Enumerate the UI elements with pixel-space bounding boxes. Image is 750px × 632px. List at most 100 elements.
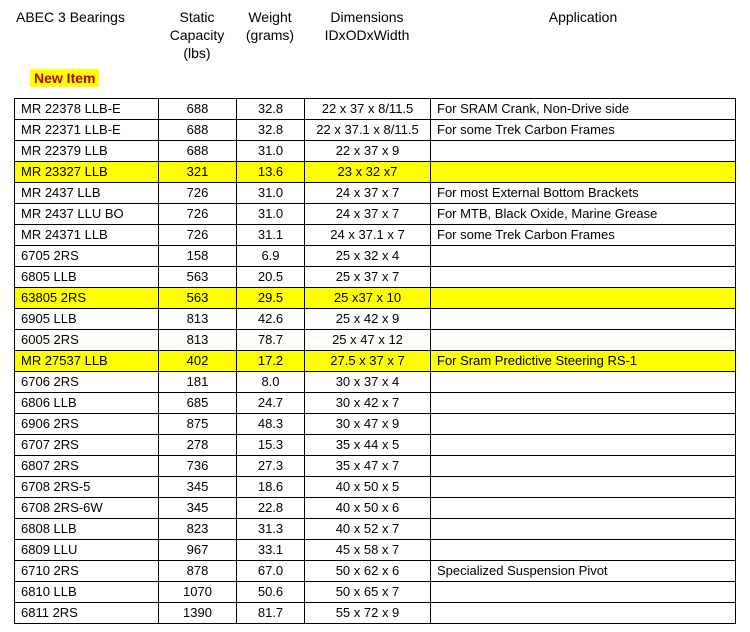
cell-name: MR 24371 LLB xyxy=(15,224,159,245)
cell-capacity: 688 xyxy=(159,98,237,119)
table-row: MR 23327 LLB32113.623 x 32 x7 xyxy=(15,161,736,182)
cell-weight: 42.6 xyxy=(237,308,305,329)
header-weight: Weight (grams) xyxy=(236,8,304,63)
header-capacity: Static Capacity (lbs) xyxy=(158,8,236,63)
cell-weight: 22.8 xyxy=(237,497,305,518)
cell-weight: 81.7 xyxy=(237,602,305,623)
cell-application: For some Trek Carbon Frames xyxy=(431,119,736,140)
cell-dimensions: 40 x 50 x 6 xyxy=(305,497,431,518)
table-row: MR 24371 LLB72631.124 x 37.1 x 7For some… xyxy=(15,224,736,245)
cell-name: MR 2437 LLU BO xyxy=(15,203,159,224)
cell-name: 63805 2RS xyxy=(15,287,159,308)
cell-name: 6710 2RS xyxy=(15,560,159,581)
cell-capacity: 1070 xyxy=(159,581,237,602)
cell-dimensions: 55 x 72 x 9 xyxy=(305,602,431,623)
table-row: 6707 2RS27815.335 x 44 x 5 xyxy=(15,434,736,455)
cell-capacity: 688 xyxy=(159,119,237,140)
cell-capacity: 726 xyxy=(159,203,237,224)
cell-application xyxy=(431,539,736,560)
cell-application xyxy=(431,308,736,329)
cell-capacity: 823 xyxy=(159,518,237,539)
table-row: 6806 LLB68524.730 x 42 x 7 xyxy=(15,392,736,413)
cell-name: MR 22378 LLB-E xyxy=(15,98,159,119)
cell-application: For SRAM Crank, Non-Drive side xyxy=(431,98,736,119)
new-item-badge-wrap: New Item xyxy=(30,69,736,88)
table-row: 6710 2RS87867.050 x 62 x 6Specialized Su… xyxy=(15,560,736,581)
cell-dimensions: 40 x 52 x 7 xyxy=(305,518,431,539)
cell-weight: 18.6 xyxy=(237,476,305,497)
cell-dimensions: 24 x 37 x 7 xyxy=(305,203,431,224)
cell-application xyxy=(431,329,736,350)
cell-dimensions: 50 x 62 x 6 xyxy=(305,560,431,581)
cell-dimensions: 40 x 50 x 5 xyxy=(305,476,431,497)
cell-capacity: 181 xyxy=(159,371,237,392)
cell-capacity: 563 xyxy=(159,287,237,308)
cell-weight: 27.3 xyxy=(237,455,305,476)
table-row: MR 2437 LLU BO72631.024 x 37 x 7For MTB,… xyxy=(15,203,736,224)
cell-weight: 31.0 xyxy=(237,140,305,161)
cell-application xyxy=(431,602,736,623)
cell-dimensions: 45 x 58 x 7 xyxy=(305,539,431,560)
cell-name: 6805 LLB xyxy=(15,266,159,287)
cell-application xyxy=(431,371,736,392)
cell-application xyxy=(431,140,736,161)
cell-name: 6906 2RS xyxy=(15,413,159,434)
cell-application xyxy=(431,434,736,455)
cell-application xyxy=(431,287,736,308)
cell-application xyxy=(431,413,736,434)
cell-application xyxy=(431,245,736,266)
cell-dimensions: 24 x 37 x 7 xyxy=(305,182,431,203)
cell-name: 6005 2RS xyxy=(15,329,159,350)
cell-weight: 24.7 xyxy=(237,392,305,413)
cell-weight: 20.5 xyxy=(237,266,305,287)
header-weight-l1: Weight xyxy=(248,9,291,25)
cell-capacity: 726 xyxy=(159,182,237,203)
table-row: 6808 LLB82331.340 x 52 x 7 xyxy=(15,518,736,539)
cell-name: MR 23327 LLB xyxy=(15,161,159,182)
table-row: MR 27537 LLB40217.227.5 x 37 x 7For Sram… xyxy=(15,350,736,371)
header-dimensions: Dimensions IDxODxWidth xyxy=(304,8,430,63)
cell-weight: 13.6 xyxy=(237,161,305,182)
cell-application xyxy=(431,266,736,287)
cell-name: 6807 2RS xyxy=(15,455,159,476)
table-row: MR 22371 LLB-E68832.822 x 37.1 x 8/11.5F… xyxy=(15,119,736,140)
cell-name: 6707 2RS xyxy=(15,434,159,455)
cell-dimensions: 25 x 42 x 9 xyxy=(305,308,431,329)
cell-dimensions: 22 x 37.1 x 8/11.5 xyxy=(305,119,431,140)
cell-application xyxy=(431,392,736,413)
table-row: 6809 LLU96733.145 x 58 x 7 xyxy=(15,539,736,560)
cell-application: Specialized Suspension Pivot xyxy=(431,560,736,581)
cell-weight: 48.3 xyxy=(237,413,305,434)
cell-weight: 31.1 xyxy=(237,224,305,245)
cell-weight: 33.1 xyxy=(237,539,305,560)
cell-dimensions: 25 x 32 x 4 xyxy=(305,245,431,266)
cell-capacity: 688 xyxy=(159,140,237,161)
cell-capacity: 345 xyxy=(159,476,237,497)
cell-dimensions: 27.5 x 37 x 7 xyxy=(305,350,431,371)
cell-dimensions: 22 x 37 x 8/11.5 xyxy=(305,98,431,119)
table-row: MR 2437 LLB72631.024 x 37 x 7For most Ex… xyxy=(15,182,736,203)
cell-dimensions: 22 x 37 x 9 xyxy=(305,140,431,161)
table-row: 6805 LLB56320.525 x 37 x 7 xyxy=(15,266,736,287)
cell-weight: 29.5 xyxy=(237,287,305,308)
cell-capacity: 1390 xyxy=(159,602,237,623)
cell-name: MR 22379 LLB xyxy=(15,140,159,161)
cell-weight: 67.0 xyxy=(237,560,305,581)
cell-capacity: 278 xyxy=(159,434,237,455)
cell-name: 6809 LLU xyxy=(15,539,159,560)
cell-dimensions: 25 x37 x 10 xyxy=(305,287,431,308)
cell-name: MR 27537 LLB xyxy=(15,350,159,371)
header-capacity-l3: (lbs) xyxy=(183,45,210,61)
cell-name: 6806 LLB xyxy=(15,392,159,413)
cell-name: 6706 2RS xyxy=(15,371,159,392)
header-weight-l2: (grams) xyxy=(246,27,294,43)
cell-application xyxy=(431,497,736,518)
table-row: MR 22378 LLB-E68832.822 x 37 x 8/11.5For… xyxy=(15,98,736,119)
cell-application: For most External Bottom Brackets xyxy=(431,182,736,203)
cell-weight: 31.0 xyxy=(237,203,305,224)
header-dim-l2: IDxODxWidth xyxy=(325,27,410,43)
cell-capacity: 813 xyxy=(159,329,237,350)
cell-weight: 32.8 xyxy=(237,119,305,140)
cell-name: 6705 2RS xyxy=(15,245,159,266)
cell-weight: 31.0 xyxy=(237,182,305,203)
